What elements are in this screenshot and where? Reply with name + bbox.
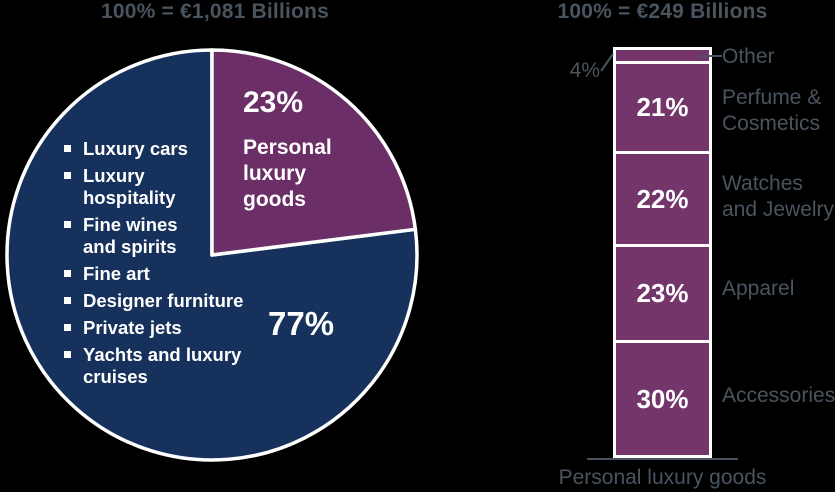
bar-chart-title: 100% = €249 Billions bbox=[557, 0, 768, 23]
bar-label-apparel: Apparel bbox=[722, 277, 795, 300]
bar-segment-pct: 23% bbox=[636, 278, 689, 309]
bullet-square-icon bbox=[64, 297, 71, 304]
bullet-square-icon bbox=[64, 172, 71, 179]
bar-segment-pct: 22% bbox=[636, 183, 689, 214]
bar-axis-label: Personal luxury goods bbox=[558, 466, 767, 489]
list-item-yachts-and-luxury-cruises: Yachts and luxury cruises bbox=[64, 344, 244, 388]
bar-segment-pct: 21% bbox=[636, 92, 689, 122]
list-item-luxury-cars: Luxury cars bbox=[64, 138, 244, 160]
list-item-label: Fine art bbox=[83, 263, 150, 284]
pie-slice-pct-77: 77% bbox=[268, 305, 335, 342]
leader-lines bbox=[600, 53, 722, 72]
pie-chart-title: 100% = €1,081 Billions bbox=[101, 0, 329, 23]
bar-axis-line bbox=[587, 458, 738, 460]
pie-slice-pct-23: 23% bbox=[243, 86, 304, 119]
bar-segment-perfume-cosmetics: 21% bbox=[616, 63, 709, 152]
list-item-fine-wines-and-spirits: Fine wines and spirits bbox=[64, 214, 244, 258]
bar-label-perfume-cosmetics: Perfume & Cosmetics bbox=[722, 86, 822, 135]
list-item-designer-furniture: Designer furniture bbox=[64, 290, 244, 312]
bullet-square-icon bbox=[64, 221, 71, 228]
list-item-label: Yachts and luxury cruises bbox=[83, 344, 242, 387]
pie-slice-label-personal-luxury-goods: Personal luxury goods bbox=[243, 136, 332, 211]
bullet-square-icon bbox=[64, 270, 71, 277]
bar-label-other: Other bbox=[722, 45, 775, 68]
list-item-label: Luxury cars bbox=[83, 138, 188, 159]
list-item-fine-art: Fine art bbox=[64, 263, 244, 285]
bar-segment-pct-other-outside: 4% bbox=[569, 59, 600, 82]
bar-segment-other bbox=[616, 50, 709, 61]
bullet-square-icon bbox=[64, 324, 71, 331]
list-item-label: Fine wines and spirits bbox=[83, 214, 178, 257]
bar-segment-pct: 30% bbox=[636, 383, 689, 414]
bar-label-watches-jewelry: Watches and Jewelry bbox=[722, 172, 835, 221]
bullet-square-icon bbox=[64, 145, 71, 152]
list-item-label: Private jets bbox=[83, 317, 182, 338]
leader-line-4pct bbox=[600, 53, 614, 72]
pie-slice-other-luxury bbox=[5, 48, 419, 462]
bullet-square-icon bbox=[64, 351, 71, 358]
bar-segment-apparel: 23% bbox=[616, 247, 709, 341]
bar-segment-accessories: 30% bbox=[616, 343, 709, 456]
pie-chart bbox=[5, 48, 419, 462]
list-item-luxury-hospitality: Luxury hospitality bbox=[64, 165, 244, 209]
bar-segment-watches-jewelry: 22% bbox=[616, 154, 709, 245]
list-item-label: Designer furniture bbox=[83, 290, 244, 311]
pie-slice-personal-luxury-goods bbox=[210, 48, 418, 257]
pie-bullet-list: Luxury cars Luxury hospitality Fine wine… bbox=[64, 138, 244, 388]
list-item-label: Luxury hospitality bbox=[83, 165, 176, 208]
list-item-private-jets: Private jets bbox=[64, 317, 244, 339]
stacked-bar: 21% 22% 23% 30% bbox=[613, 47, 712, 458]
bar-label-accessories: Accessories bbox=[722, 384, 835, 407]
